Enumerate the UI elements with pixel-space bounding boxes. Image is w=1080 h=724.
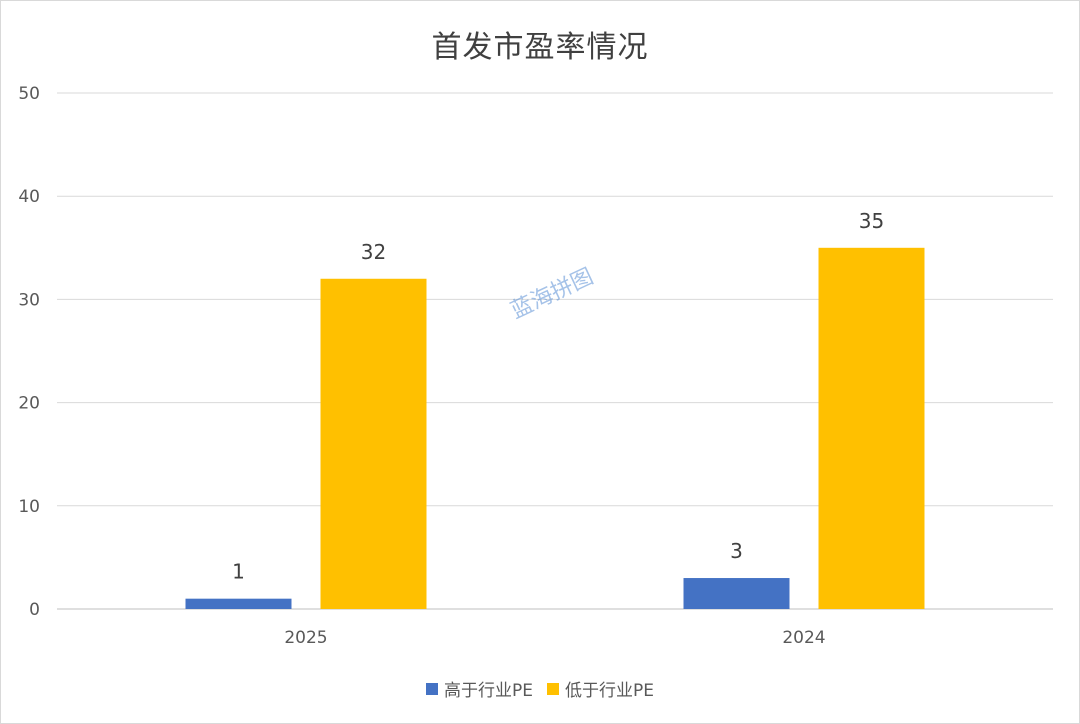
data-labels: 1 32 3 35 — [232, 209, 884, 584]
bar-above-industry-pe — [185, 598, 292, 609]
data-label: 3 — [730, 539, 743, 563]
bar-above-industry-pe — [683, 578, 790, 609]
watermark: 蓝海拼图 — [507, 264, 597, 324]
legend-label: 高于行业PE — [444, 681, 533, 701]
y-axis-ticks: 0 10 20 30 40 50 — [18, 84, 40, 620]
y-tick-label: 50 — [18, 84, 40, 104]
y-tick-label: 0 — [29, 600, 40, 620]
y-tick-label: 10 — [18, 497, 40, 517]
x-axis-ticks: 2025 2024 — [284, 628, 825, 648]
legend-item: 低于行业PE — [547, 676, 654, 701]
y-tick-label: 30 — [18, 290, 40, 310]
x-tick-label: 2025 — [284, 628, 327, 648]
y-tick-label: 40 — [18, 187, 40, 207]
legend-swatch — [426, 682, 438, 695]
legend: 高于行业PE 低于行业PE — [0, 676, 1080, 701]
data-label: 35 — [859, 209, 884, 233]
y-tick-label: 20 — [18, 394, 40, 414]
data-label: 32 — [361, 240, 386, 264]
x-tick-label: 2024 — [782, 628, 825, 648]
legend-label: 低于行业PE — [565, 681, 654, 701]
data-label: 1 — [232, 560, 245, 584]
bars — [185, 247, 925, 610]
chart-title: 首发市盈率情况 — [431, 30, 649, 65]
legend-item: 高于行业PE — [426, 676, 533, 701]
bar-below-industry-pe — [320, 278, 427, 609]
bar-below-industry-pe — [818, 247, 925, 610]
legend-swatch — [547, 682, 559, 695]
